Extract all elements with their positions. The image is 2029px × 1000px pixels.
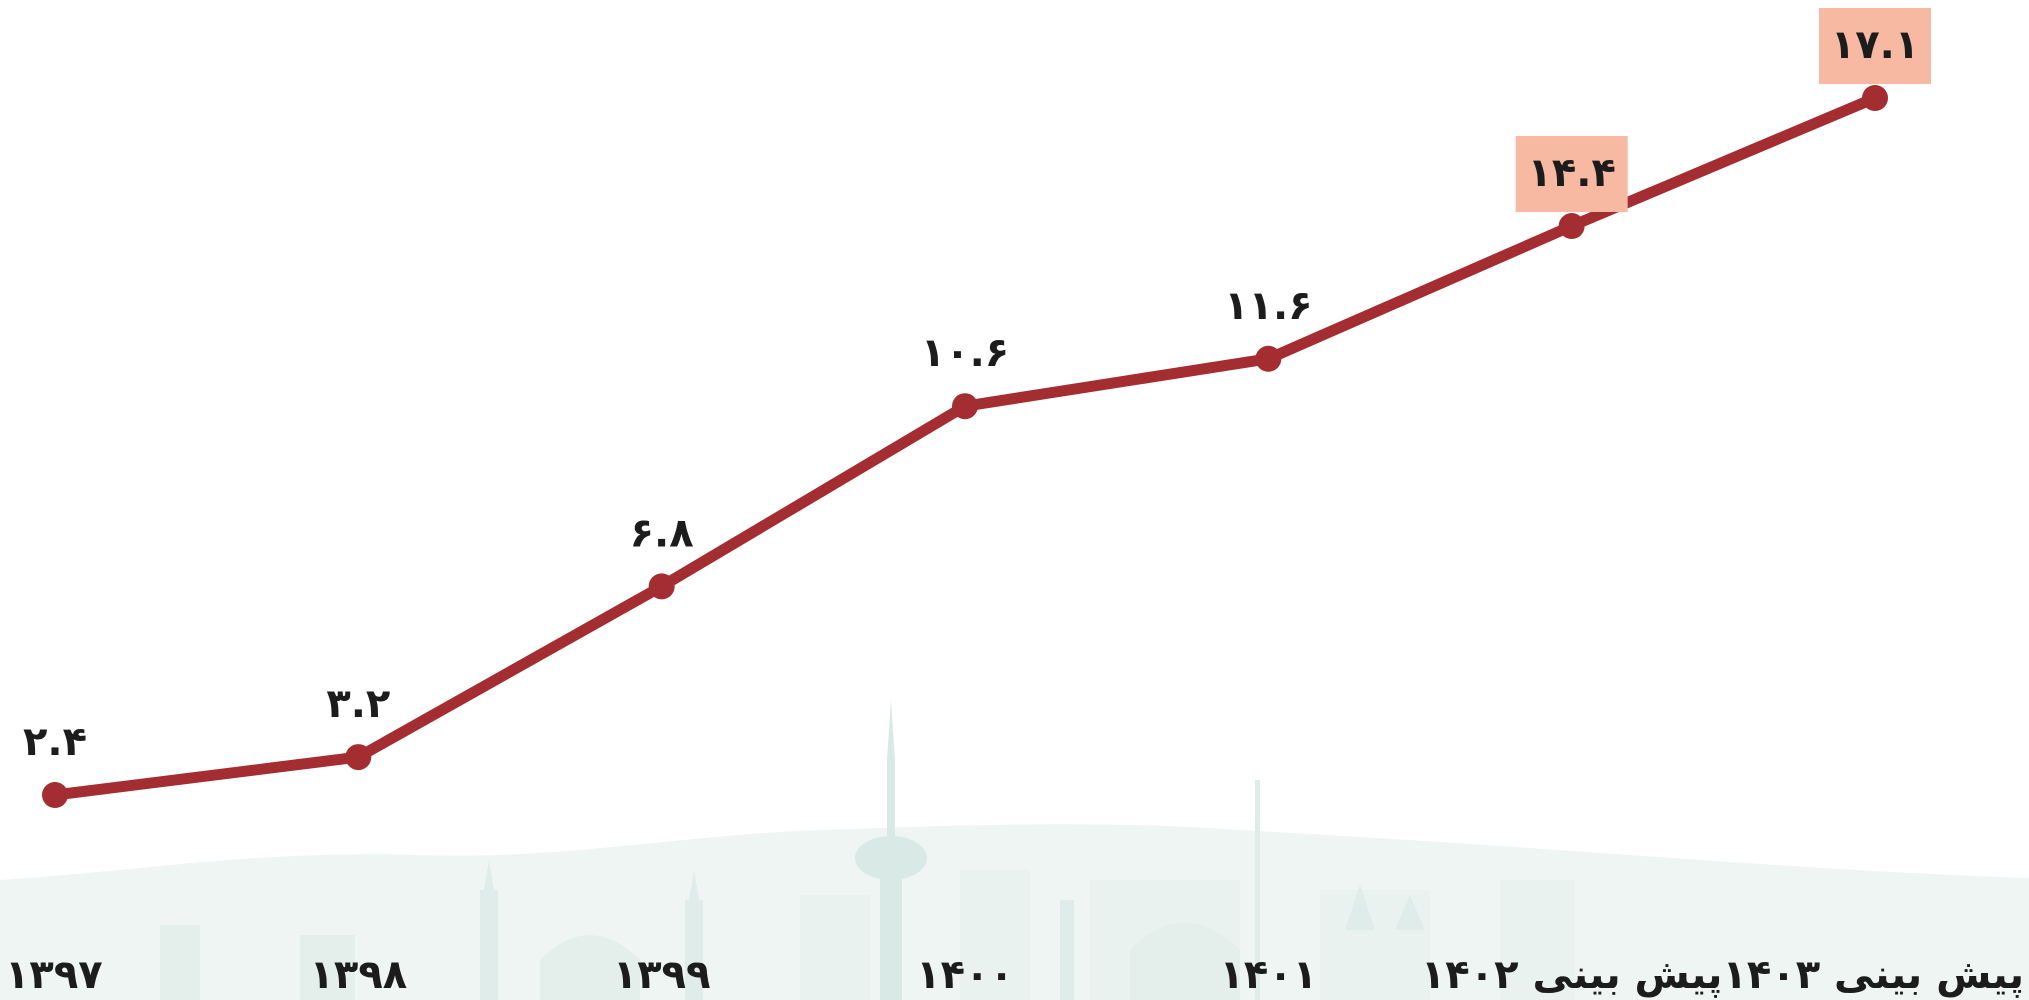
- x-tick-label: پیش بینی ۱۴۰۲: [1421, 952, 1723, 998]
- city-skyline-background: [0, 700, 2029, 1000]
- data-label: ۱۰.۶: [921, 330, 1009, 376]
- data-point: [42, 782, 68, 808]
- x-tick-label: ۱۴۰۱: [1220, 952, 1318, 998]
- x-tick-label: ۱۳۹۹: [613, 952, 711, 998]
- data-point: [345, 744, 372, 771]
- x-tick-label: ۱۴۰۰: [916, 952, 1014, 998]
- data-point: [1255, 345, 1282, 372]
- data-label: ۲.۴: [23, 719, 87, 765]
- data-point: [952, 393, 978, 420]
- data-point: [1558, 213, 1585, 240]
- data-label-highlight: [1515, 136, 1628, 213]
- data-label: ۱۱.۶: [1224, 283, 1312, 329]
- x-axis-tick-labels: ۱۳۹۷ ۱۳۹۸ ۱۳۹۹ ۱۴۰۰ ۱۴۰۱ پیش بینی ۱۴۰۲ پیش بین…: [5, 952, 2024, 998]
- data-label-highlight: [1819, 8, 1931, 84]
- data-point: [648, 573, 675, 600]
- data-label: ۱۴.۴: [1527, 150, 1615, 196]
- data-label: ۳.۲: [326, 681, 390, 727]
- data-point: [1862, 85, 1888, 111]
- x-tick-label: ۱۳۹۸: [310, 952, 408, 998]
- data-points-group: [42, 85, 1888, 808]
- data-labels-group: ۲.۴ ۳.۲ ۶.۸ ۱۰.۶ ۱۱.۶ ۱۴.۴ ۱۷.۱: [23, 8, 1931, 765]
- data-label: ۱۷.۱: [1831, 22, 1919, 68]
- data-label: ۶.۸: [630, 510, 694, 556]
- x-tick-label: ۱۳۹۷: [5, 952, 103, 998]
- x-tick-label: پیش بینی ۱۴۰۳: [1722, 952, 2024, 998]
